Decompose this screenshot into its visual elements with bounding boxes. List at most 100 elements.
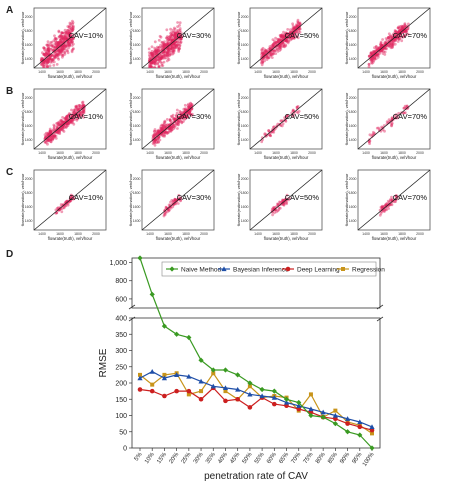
scatter-point	[44, 135, 47, 139]
data-point	[284, 403, 289, 409]
y-tick-label: 1800	[241, 191, 249, 195]
scatter-point	[388, 34, 392, 38]
scatter-point	[164, 44, 168, 48]
x-tick-label: 30%	[193, 451, 205, 465]
scatter-point	[177, 33, 181, 37]
scatter-point	[70, 25, 74, 28]
y-tick-label: 2000	[25, 96, 33, 100]
y-axis-label: flowrate(estimation), veh/hour	[20, 11, 25, 64]
scatter-point	[172, 199, 176, 203]
scatter-point	[59, 48, 63, 52]
scatter-point	[267, 129, 270, 133]
scatter-point	[388, 37, 392, 41]
scatter-point	[56, 123, 60, 127]
scatter-point	[153, 60, 157, 64]
scatter-subplot-a-3: CAV=50%14001400160016001800180020002000f…	[236, 7, 323, 79]
scatter-point	[57, 207, 61, 211]
scatter-point	[398, 35, 402, 39]
data-point	[369, 445, 375, 451]
scatter-point	[62, 38, 65, 41]
scatter-point	[406, 32, 410, 36]
scatter-point	[373, 56, 376, 60]
scatter-point	[265, 55, 269, 59]
scatter-point	[50, 134, 54, 138]
scatter-point	[397, 29, 401, 33]
scatter-point	[171, 50, 175, 53]
scatter-point	[172, 123, 176, 127]
scatter-point	[81, 114, 84, 117]
scatter-point	[284, 39, 288, 43]
scatter-point	[64, 31, 68, 34]
scatter-point	[170, 50, 174, 53]
y-tick-label: 100	[115, 413, 127, 420]
scatter-point	[372, 50, 375, 53]
scatter-point	[156, 47, 160, 50]
scatter-point	[381, 52, 385, 55]
scatter-point	[264, 49, 268, 52]
scatter-point	[268, 133, 271, 137]
scatter-point	[188, 111, 191, 114]
scatter-point	[391, 41, 394, 44]
scatter-point	[178, 109, 182, 113]
scatter-point	[190, 103, 194, 107]
scatter-point	[171, 47, 175, 51]
scatter-point	[388, 41, 391, 44]
y-tick-label: 400	[115, 316, 127, 323]
scatter-panels-abc: CAV=10%14001400160016001800180020002000f…	[20, 7, 431, 241]
data-point	[161, 375, 168, 381]
scatter-point	[78, 111, 82, 114]
scatter-point	[155, 141, 159, 144]
scatter-point	[390, 122, 393, 126]
scatter-point	[41, 57, 45, 61]
scatter-point	[179, 197, 183, 200]
scatter-point	[167, 209, 171, 213]
data-point	[247, 391, 253, 397]
x-tick-label: 55%	[254, 451, 266, 465]
scatter-point	[160, 40, 164, 44]
x-tick-label: 1400	[362, 232, 370, 236]
scatter-point	[61, 35, 64, 38]
scatter-point	[167, 38, 171, 42]
scatter-point	[170, 128, 174, 132]
scatter-point	[159, 58, 163, 61]
scatter-subplot-a-4: CAV=70%14001400160016001800180020002000f…	[344, 7, 431, 79]
scatter-point	[261, 46, 265, 50]
scatter-point	[186, 105, 190, 109]
scatter-point	[184, 117, 188, 120]
scatter-point	[189, 101, 193, 105]
scatter-point	[152, 132, 156, 136]
scatter-point	[153, 46, 157, 50]
scatter-point	[263, 48, 267, 52]
scatter-point	[42, 61, 45, 65]
scatter-point	[45, 48, 49, 51]
scatter-point	[51, 135, 55, 139]
scatter-point	[42, 66, 45, 68]
scatter-point	[379, 41, 383, 45]
scatter-point	[62, 37, 66, 40]
scatter-point	[172, 42, 176, 46]
scatter-point	[169, 32, 172, 35]
scatter-point	[295, 23, 298, 27]
scatter-point	[173, 31, 177, 35]
scatter-point	[280, 124, 284, 128]
data-point	[259, 386, 265, 393]
scatter-point	[66, 117, 70, 120]
scatter-point	[373, 54, 377, 57]
scatter-point	[157, 46, 161, 49]
scatter-point	[148, 57, 152, 61]
scatter-point	[43, 48, 46, 52]
scatter-point	[43, 46, 46, 50]
y-tick-label: 1600	[241, 43, 249, 47]
scatter-point	[383, 203, 387, 207]
scatter-point	[150, 61, 154, 65]
legend-label: Naive Method	[181, 267, 221, 274]
scatter-point	[58, 35, 61, 38]
scatter-point	[47, 59, 51, 63]
scatter-point	[63, 117, 66, 120]
scatter-point	[393, 114, 396, 118]
scatter-point	[171, 46, 175, 50]
scatter-point	[67, 122, 70, 125]
scatter-point	[49, 68, 52, 71]
scatter-point	[66, 28, 70, 32]
scatter-point	[43, 61, 47, 65]
